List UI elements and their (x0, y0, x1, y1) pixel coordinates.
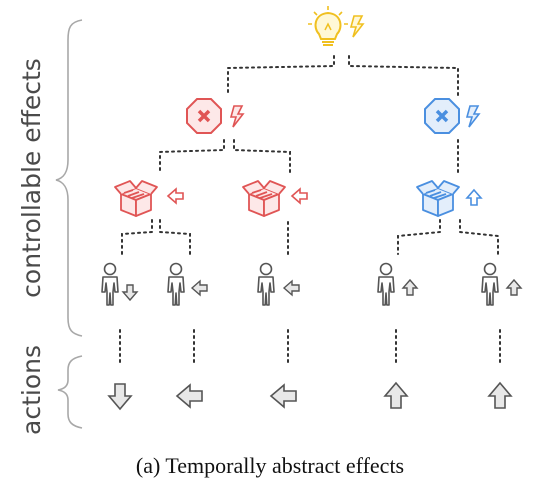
action-down (108, 383, 132, 410)
action-up-1 (384, 382, 408, 409)
agent-icon (101, 262, 119, 306)
stop-effect-blue (423, 97, 461, 135)
agent-2 (167, 262, 208, 306)
arrow-left-icon (283, 280, 300, 296)
agent-3 (257, 262, 300, 306)
agent-1 (101, 262, 138, 306)
controllable-effects-label: controllable effects (17, 58, 46, 298)
agent-icon (377, 262, 395, 306)
agent-icon (167, 262, 185, 306)
arrow-up-icon-blue (466, 189, 482, 206)
action-left-1 (176, 384, 203, 408)
arrow-down-icon (122, 284, 138, 301)
figure-caption: (a) Temporally abstract effects (136, 453, 404, 478)
connector-lines (119, 55, 501, 363)
arrow-up-icon (402, 279, 418, 296)
lightning-icon (350, 15, 364, 38)
action-up-2 (488, 382, 512, 409)
agent-5 (481, 262, 522, 306)
actions-label: actions (17, 345, 46, 435)
box-effect-red-1 (114, 180, 158, 217)
lightning-icon-blue (466, 105, 480, 128)
arrow-left-icon-red-2 (291, 188, 308, 204)
arrow-up-icon (506, 279, 522, 296)
arrow-left-icon (191, 280, 208, 296)
agent-icon (481, 262, 499, 306)
agent-4 (377, 262, 418, 306)
stop-effect-red (185, 97, 223, 135)
effects-brace (55, 19, 83, 337)
lightning-icon-red (230, 105, 244, 128)
actions-brace (57, 355, 83, 429)
arrow-left-icon-red-1 (167, 188, 184, 204)
action-left-2 (270, 384, 297, 408)
box-effect-blue (416, 180, 460, 217)
box-effect-red-2 (242, 180, 286, 217)
agent-icon (257, 262, 275, 306)
lightbulb-icon (308, 6, 348, 46)
